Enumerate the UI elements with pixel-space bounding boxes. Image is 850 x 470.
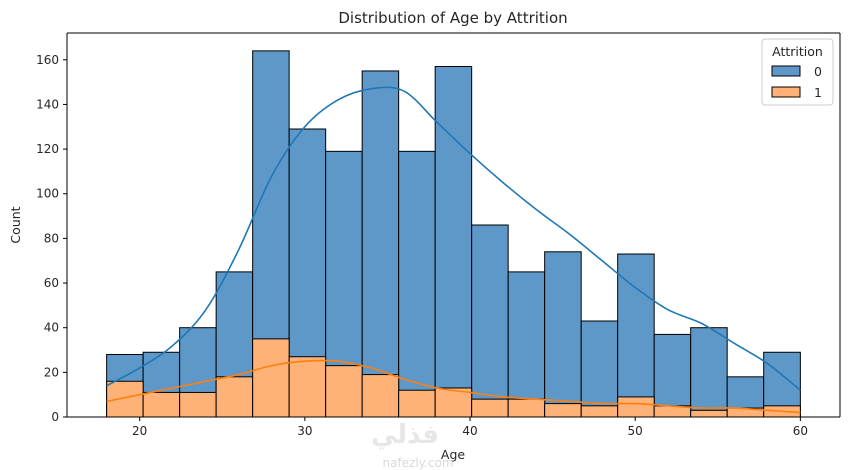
axes-frame bbox=[66, 32, 841, 418]
bar-series-1-bin-9 bbox=[434, 387, 473, 418]
bar-series-0-bin-11 bbox=[507, 271, 546, 418]
bar-series-1-bin-10 bbox=[471, 398, 509, 418]
x-tick-label: 20 bbox=[132, 424, 147, 438]
x-tick-label: 30 bbox=[297, 424, 312, 438]
y-tick-label: 40 bbox=[44, 321, 59, 335]
watermark-logo: فذلي bbox=[371, 420, 439, 450]
chart-title: Distribution of Age by Attrition bbox=[338, 9, 567, 27]
bar-series-0-bin-10 bbox=[471, 224, 509, 418]
bar-series-0-bin-15 bbox=[653, 333, 692, 418]
legend-swatch-series-1 bbox=[771, 86, 801, 98]
bar-series-1-bin-14 bbox=[617, 396, 655, 418]
bar-series-1-bin-2 bbox=[179, 391, 217, 418]
legend-label-series-1: 1 bbox=[814, 85, 822, 100]
y-tick-label: 160 bbox=[36, 53, 59, 67]
bar-series-1-bin-5 bbox=[288, 356, 327, 418]
bar-series-1-bin-6 bbox=[325, 365, 363, 418]
bar-series-1-bin-8 bbox=[398, 389, 436, 418]
bar-series-0-bin-12 bbox=[544, 251, 582, 418]
bar-series-1-bin-3 bbox=[215, 376, 254, 418]
bar-series-1-bin-13 bbox=[580, 405, 619, 418]
legend-title: Attrition bbox=[772, 44, 823, 59]
bar-series-0-bin-7 bbox=[361, 70, 400, 418]
bar-series-1-bin-0 bbox=[106, 380, 144, 418]
series-1-bars bbox=[106, 338, 801, 418]
bar-series-1-bin-11 bbox=[507, 398, 546, 418]
bar-series-1-bin-12 bbox=[544, 403, 582, 418]
x-tick-label: 40 bbox=[462, 424, 477, 438]
legend: Attrition 0 1 bbox=[761, 38, 834, 106]
watermark-url: nafezly.com bbox=[382, 456, 453, 470]
bar-series-1-bin-4 bbox=[252, 338, 290, 418]
y-tick-label: 80 bbox=[44, 231, 59, 245]
legend-swatch-series-0 bbox=[771, 65, 801, 77]
bar-series-1-bin-1 bbox=[142, 391, 181, 418]
bar-series-0-bin-9 bbox=[434, 65, 473, 418]
y-tick-label: 140 bbox=[36, 97, 59, 111]
bar-series-1-bin-7 bbox=[361, 374, 400, 418]
series-0-bars bbox=[106, 50, 801, 418]
kde-line-series-1 bbox=[106, 359, 801, 414]
bar-series-0-bin-8 bbox=[398, 150, 436, 418]
x-axis-title: Age bbox=[441, 447, 465, 462]
plot-area: 20 30 40 50 60 0 20 40 60 80 100 120 140 160 Attrition… bbox=[36, 32, 841, 438]
bar-series-0-bin-16 bbox=[690, 327, 728, 418]
watermark: فذلي nafezly.com bbox=[371, 420, 454, 470]
legend-label-series-0: 0 bbox=[814, 64, 822, 79]
y-tick-label: 60 bbox=[44, 276, 59, 290]
x-tick-label: 50 bbox=[628, 424, 643, 438]
y-tick-label: 20 bbox=[44, 365, 59, 379]
y-axis-title: Count bbox=[8, 206, 23, 243]
bar-series-1-bin-16 bbox=[690, 409, 728, 418]
y-tick-label: 100 bbox=[36, 187, 59, 201]
x-tick-label: 60 bbox=[793, 424, 808, 438]
axis-ticks: 20 30 40 50 60 0 20 40 60 80 100 120 140 160 bbox=[36, 53, 808, 438]
kde-line-series-0 bbox=[106, 86, 801, 391]
y-tick-label: 0 bbox=[51, 410, 59, 424]
y-tick-label: 120 bbox=[36, 142, 59, 156]
bar-series-0-bin-13 bbox=[580, 320, 619, 418]
